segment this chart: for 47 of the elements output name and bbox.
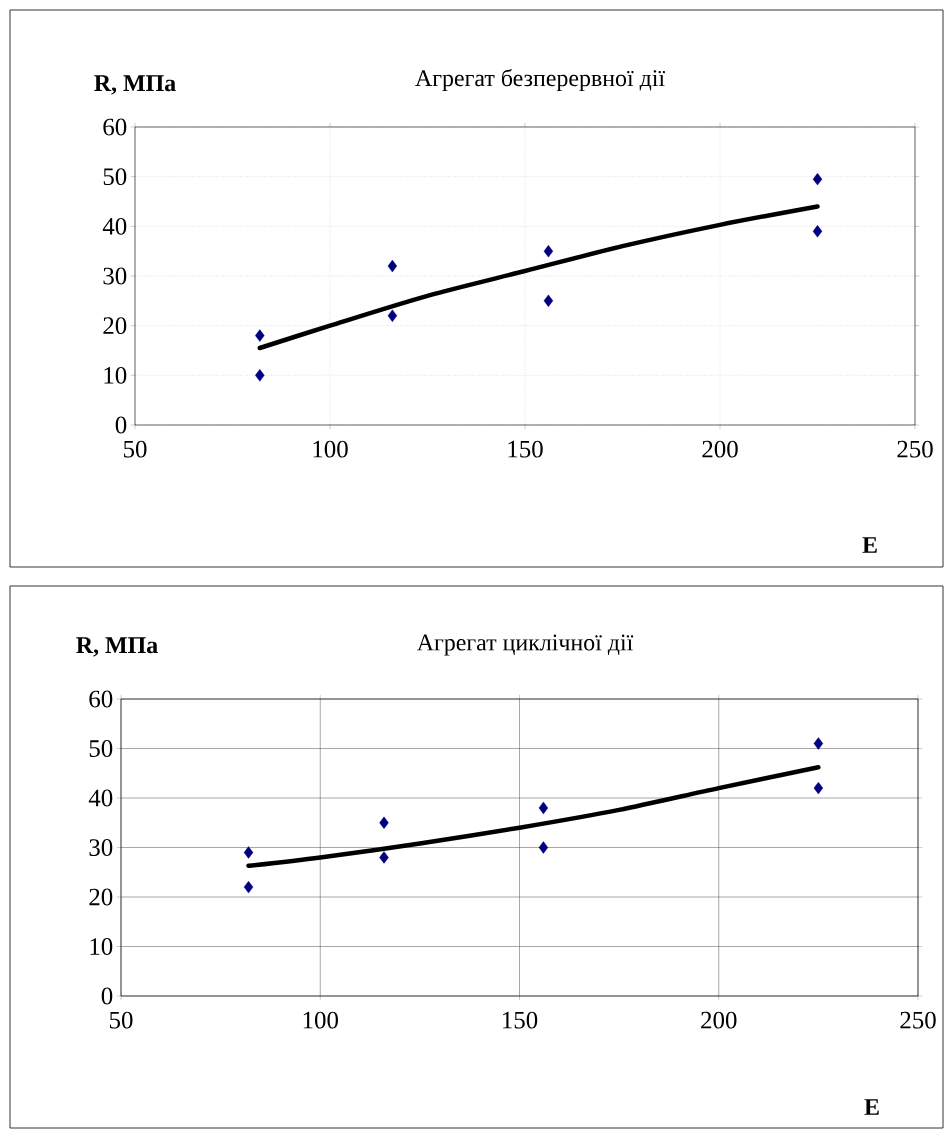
y-tick-label: 30 (89, 839, 113, 856)
x-tick-label: 150 (508, 440, 543, 458)
y-tick-label: 20 (103, 317, 127, 335)
y-tick-label: 0 (101, 987, 113, 1005)
y-tick-label: 10 (104, 366, 127, 384)
point (387, 309, 398, 322)
point (543, 294, 554, 307)
y-tick-label: 10 (90, 938, 113, 955)
point (243, 880, 254, 894)
x-axis-title: E (862, 537, 877, 553)
point (255, 369, 265, 382)
point (812, 225, 823, 238)
x-tick-label: 50 (124, 440, 147, 458)
x-tick-label: 100 (313, 440, 348, 458)
y-tick-label: 0 (115, 416, 127, 434)
y-tick-label: 60 (89, 690, 113, 708)
x-tick-label: 200 (701, 1011, 737, 1029)
chart-title: Агрегат циклічної дії (416, 634, 634, 656)
line-series (246, 765, 821, 869)
point (813, 737, 824, 750)
x-axis-title: E (864, 1099, 879, 1115)
x-tick-label: 250 (900, 1011, 936, 1029)
point (538, 801, 549, 815)
y-tick-label: 50 (103, 168, 127, 186)
point (543, 244, 554, 258)
y-tick-label: 60 (103, 118, 127, 136)
y-tick-label: 40 (88, 789, 113, 807)
x-tick-label: 100 (303, 1011, 338, 1029)
x-tick-label: 250 (897, 440, 933, 458)
y-tick-label: 30 (103, 267, 127, 285)
y-tick-label: 50 (89, 740, 113, 757)
point (379, 816, 389, 829)
point (379, 851, 389, 864)
y-axis-title: R, МПа (76, 637, 158, 657)
y-tick-label: 40 (102, 217, 127, 235)
point (538, 841, 549, 854)
line-series (257, 204, 820, 351)
point (255, 329, 265, 342)
x-tick-label: 200 (702, 440, 738, 458)
point (387, 259, 398, 273)
point (813, 781, 824, 795)
point (812, 172, 823, 186)
x-tick-label: 150 (503, 1011, 538, 1029)
chart-title: Агрегат безперервної дії (415, 68, 666, 92)
point (243, 846, 254, 859)
y-axis-title: R, МПа (94, 75, 176, 95)
y-tick-label: 20 (89, 888, 113, 906)
